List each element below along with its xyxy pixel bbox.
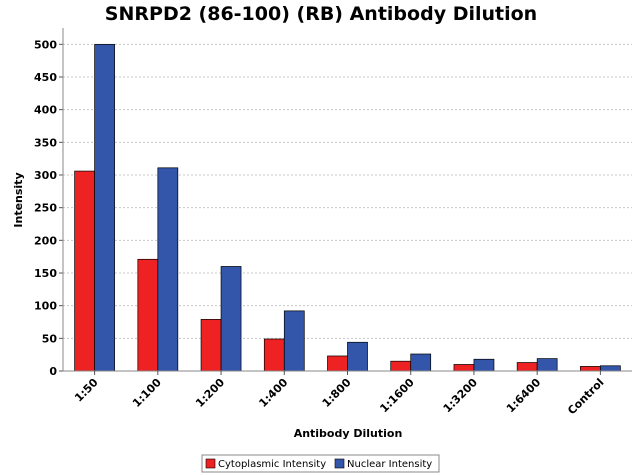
legend-frame bbox=[201, 454, 440, 473]
bar-cytoplasmic bbox=[453, 364, 475, 372]
y-tick-label: 300 bbox=[34, 169, 57, 182]
gridlines bbox=[63, 43, 632, 339]
bar-cytoplasmic bbox=[390, 360, 412, 372]
bars bbox=[74, 43, 621, 372]
x-tick-label: 1:200 bbox=[193, 376, 227, 410]
bar-cytoplasmic bbox=[137, 258, 159, 372]
legend: Cytoplasmic Intensity Nuclear Intensity bbox=[201, 454, 440, 473]
x-tick-label: 1:800 bbox=[320, 376, 354, 410]
x-tick-label: 1:400 bbox=[256, 376, 290, 410]
y-tick-label: 100 bbox=[34, 300, 57, 313]
chart-title: SNRPD2 (86-100) (RB) Antibody Dilution bbox=[105, 3, 537, 25]
y-tick-label: 400 bbox=[34, 104, 57, 117]
axes bbox=[59, 28, 632, 375]
bar-cytoplasmic bbox=[74, 170, 95, 372]
y-tick-label: 50 bbox=[42, 332, 58, 345]
legend-swatch-nuclear bbox=[334, 458, 345, 469]
bar-cytoplasmic bbox=[200, 319, 222, 372]
y-tick-label: 350 bbox=[34, 136, 57, 149]
y-axis-label: Intensity bbox=[12, 172, 25, 227]
x-axis-label: Antibody Dilution bbox=[294, 427, 403, 440]
y-tick-label: 150 bbox=[34, 267, 57, 280]
legend-label-nuclear: Nuclear Intensity bbox=[347, 459, 432, 470]
x-tick-label: 1:6400 bbox=[504, 376, 544, 416]
y-tick-labels: 0 50 100 150 200 250 300 350 400 450 500 bbox=[34, 38, 57, 378]
bar-cytoplasmic bbox=[327, 355, 348, 372]
y-tick-label: 200 bbox=[34, 234, 57, 247]
legend-swatch-cytoplasmic bbox=[205, 458, 216, 469]
bar-nuclear bbox=[157, 167, 179, 372]
x-tick-label: 1:100 bbox=[130, 376, 164, 410]
bar-nuclear bbox=[220, 266, 242, 372]
bar-nuclear bbox=[473, 358, 495, 372]
bar-nuclear bbox=[283, 310, 305, 372]
x-tick-label: 1:1600 bbox=[377, 376, 417, 416]
x-tick-label: 1:3200 bbox=[441, 376, 481, 416]
bar-nuclear bbox=[410, 353, 432, 372]
bar-nuclear bbox=[347, 341, 368, 372]
y-tick-label: 450 bbox=[34, 71, 57, 84]
y-tick-label: 250 bbox=[34, 202, 57, 215]
bar-nuclear bbox=[536, 358, 558, 372]
x-tick-label: 1:50 bbox=[72, 376, 101, 405]
x-tick-labels: 1:50 1:100 1:200 1:400 1:800 1:1600 1:3200 1:64… bbox=[72, 376, 606, 418]
bar-nuclear bbox=[600, 365, 621, 372]
bar-cytoplasmic bbox=[263, 338, 285, 372]
y-tick-label: 0 bbox=[49, 365, 57, 378]
x-tick-label: Control bbox=[565, 376, 606, 417]
bar-nuclear bbox=[94, 43, 115, 372]
bar-cytoplasmic bbox=[516, 362, 538, 372]
legend-label-cytoplasmic: Cytoplasmic Intensity bbox=[218, 459, 326, 470]
bar-cytoplasmic bbox=[580, 366, 601, 372]
y-tick-label: 500 bbox=[34, 38, 57, 51]
